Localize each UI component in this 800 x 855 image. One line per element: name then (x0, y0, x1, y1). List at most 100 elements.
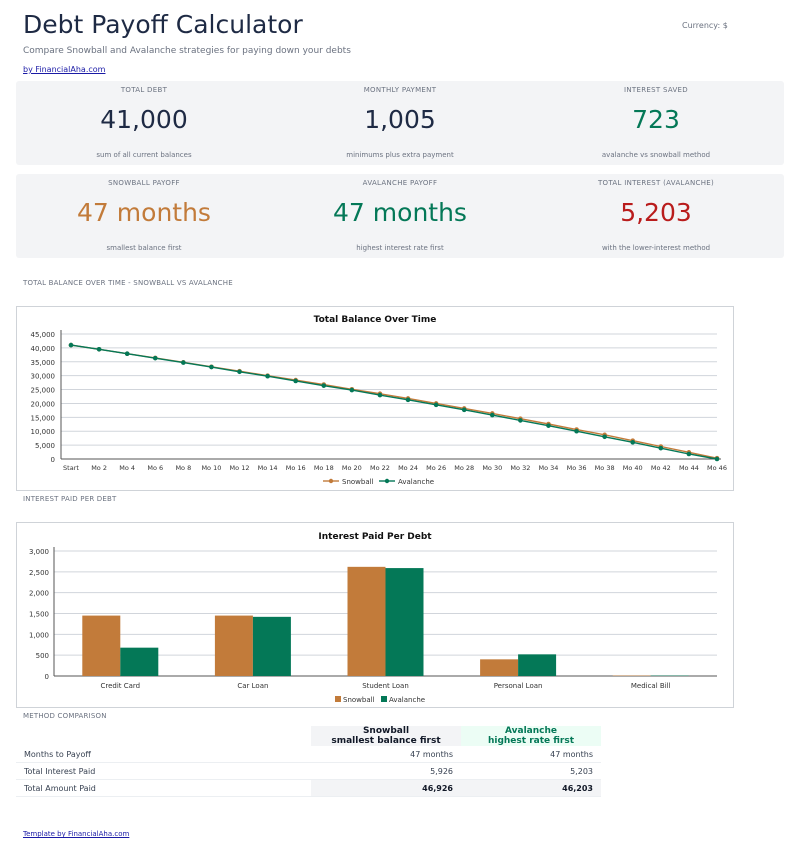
bar-snowball (214, 615, 253, 676)
card-value: 5,203 (620, 198, 692, 227)
comparison-section-label: METHOD COMPARISON (23, 712, 107, 720)
card-value: 41,000 (100, 105, 188, 134)
data-point (377, 392, 383, 398)
data-point (293, 378, 298, 384)
total-debt-card: TOTAL DEBT 41,000 sum of all current bal… (16, 81, 272, 165)
data-point (68, 342, 74, 348)
x-tick-label: Mo 8 (175, 464, 191, 472)
data-point (630, 440, 636, 445)
data-point (546, 423, 551, 428)
data-point (181, 360, 186, 365)
data-point (714, 456, 720, 462)
data-point (321, 383, 327, 388)
x-tick-label: Mo 44 (679, 464, 699, 472)
x-tick-label: Mo 12 (230, 464, 250, 472)
x-tick-label: Mo 6 (147, 464, 163, 472)
x-tick-label: Mo 10 (201, 464, 221, 472)
x-tick-label: Mo 24 (398, 464, 418, 472)
bar-snowball (480, 659, 519, 676)
y-tick-label: 15,000 (31, 414, 56, 422)
table-row: Months to Payoff 47 months 47 months (16, 746, 601, 763)
x-tick-label: Personal Loan (494, 682, 543, 690)
bar-avalanche (385, 568, 424, 676)
y-tick-label: 45,000 (31, 331, 56, 339)
x-tick-label: Car Loan (237, 682, 268, 690)
card-subtext: with the lower-interest method (601, 244, 711, 252)
x-tick-label: Mo 2 (91, 464, 107, 472)
series-line-avalanche (70, 344, 718, 460)
balance-chart: Total Balance Over Time 0 5,000 10,000 15,00… (16, 306, 734, 491)
card-value: 723 (632, 105, 680, 134)
legend-swatch-snowball (335, 696, 341, 702)
header-blank (16, 726, 311, 746)
row-label: Total Interest Paid (16, 762, 311, 780)
comparison-header-row: Snowball smallest balance first Avalanch… (16, 726, 601, 746)
avalanche-value: 47 months (461, 746, 601, 763)
bar-snowball (82, 615, 121, 676)
data-point (490, 412, 495, 418)
y-tick-label: 35,000 (31, 359, 56, 367)
avalanche-payoff-card: AVALANCHE PAYOFF 47 months highest inter… (272, 174, 528, 258)
x-tick-label: Credit Card (100, 682, 140, 690)
data-point (209, 364, 214, 370)
y-tick-label: 1,000 (29, 631, 49, 639)
legend-marker-avalanche (384, 478, 390, 484)
balance-chart-svg: Total Balance Over Time 0 5,000 10,000 15,00… (31, 315, 727, 486)
template-footer-link[interactable]: Template by FinancialAha.com (23, 830, 130, 838)
snowball-payoff-card: SNOWBALL PAYOFF 47 months smallest balan… (16, 174, 272, 258)
x-tick-label: Mo 34 (539, 464, 559, 472)
avalanche-value: 5,203 (461, 762, 601, 780)
data-point (96, 346, 102, 352)
y-tick-label: 3,000 (29, 548, 49, 556)
bar-snowball (347, 566, 386, 676)
y-tick-label: 1,500 (29, 611, 49, 619)
y-tick-label: 10,000 (31, 428, 56, 436)
x-tick-label: Mo 32 (510, 464, 530, 472)
legend-label: Avalanche (389, 696, 425, 704)
data-point (237, 369, 242, 375)
table-row: Total Amount Paid 46,926 46,203 (16, 779, 601, 797)
card-value: 1,005 (364, 105, 436, 134)
card-subtext: sum of all current balances (96, 151, 192, 159)
data-point (265, 373, 270, 379)
row-label: Total Amount Paid (16, 779, 311, 797)
data-point (686, 451, 692, 457)
x-tick-label: Student Loan (362, 682, 409, 690)
x-tick-label: Mo 20 (342, 464, 362, 472)
legend-swatch-avalanche (381, 696, 387, 702)
snowball-header-sub: smallest balance first (331, 736, 441, 746)
y-tick-label: 30,000 (31, 373, 56, 381)
data-point (124, 351, 130, 357)
card-label: MONTHLY PAYMENT (363, 86, 437, 94)
page-title: Debt Payoff Calculator (23, 10, 303, 39)
data-point (152, 355, 158, 361)
interest-chart-svg: Interest Paid Per Debt 0 500 1,000 1,500 2,00… (29, 532, 717, 704)
legend-label: Avalanche (398, 478, 434, 486)
card-label: TOTAL DEBT (120, 86, 168, 94)
data-point (602, 434, 607, 440)
y-tick-label: 25,000 (31, 387, 56, 395)
card-subtext: highest interest rate first (356, 244, 444, 252)
x-tick-label: Mo 14 (258, 464, 278, 472)
by-financialaha-link[interactable]: by FinancialAha.com (23, 65, 106, 74)
y-tick-label: 20,000 (31, 400, 56, 408)
card-value: 47 months (333, 198, 467, 227)
method-comparison-table: Snowball smallest balance first Avalanch… (16, 726, 601, 797)
x-tick-label: Mo 38 (595, 464, 615, 472)
avalanche-header-sub: highest rate first (487, 736, 575, 746)
y-tick-label: 0 (51, 456, 55, 464)
chart-title: Total Balance Over Time (314, 315, 437, 325)
data-point (433, 402, 439, 408)
snowball-column-header: Snowball smallest balance first (311, 726, 461, 746)
interest-section-label: INTEREST PAID PER DEBT (23, 495, 117, 503)
x-tick-label: Mo 30 (482, 464, 502, 472)
data-point (518, 418, 523, 423)
bar-avalanche (120, 647, 159, 676)
x-tick-label: Mo 28 (454, 464, 474, 472)
x-tick-label: Mo 40 (623, 464, 643, 472)
x-tick-label: Start (63, 464, 79, 472)
x-tick-label: Mo 46 (707, 464, 727, 472)
snowball-value: 5,926 (311, 762, 461, 780)
x-tick-label: Mo 42 (651, 464, 671, 472)
monthly-payment-card: MONTHLY PAYMENT 1,005 minimums plus extr… (272, 81, 528, 165)
